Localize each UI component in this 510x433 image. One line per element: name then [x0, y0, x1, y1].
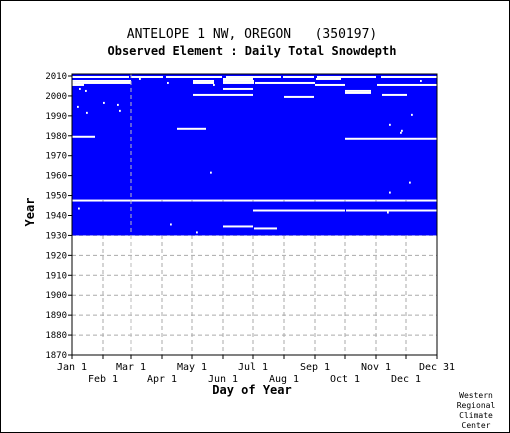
x-tick-label: Aug 1 — [269, 374, 299, 385]
missing-point — [210, 171, 212, 174]
y-tick-label: 1990 — [45, 112, 67, 122]
credit-line-4: Center — [462, 421, 491, 430]
x-tick-label: Dec 1 — [391, 374, 421, 385]
missing-segment — [72, 75, 129, 78]
credit-line-1: Western — [459, 391, 493, 400]
missing-segment — [193, 93, 253, 96]
missing-point — [85, 89, 87, 92]
y-tick-label: 1870 — [45, 351, 67, 361]
missing-segment — [283, 75, 314, 78]
missing-segment — [226, 75, 281, 78]
missing-segment — [345, 137, 437, 140]
credit-line-3: Climate — [459, 411, 493, 420]
missing-segment — [254, 227, 277, 230]
x-tick-label: Sep 1 — [300, 362, 330, 373]
missing-point — [401, 129, 403, 132]
missing-segment — [223, 225, 253, 228]
missing-segment — [223, 81, 254, 84]
plot-area: 1870 1880 1890 1900 1910 1920 1930 1940 1950 1960… — [45, 72, 455, 385]
missing-segment — [315, 83, 345, 86]
missing-segment — [193, 79, 214, 82]
x-tick-label: Nov 1 — [361, 362, 391, 373]
x-tick-label: Jan 1 — [57, 362, 87, 373]
chart-title: ANTELOPE 1 NW, OREGON (350197) — [127, 27, 377, 42]
x-tick-label: Oct 1 — [330, 374, 360, 385]
y-tick-label: 1950 — [45, 192, 67, 202]
missing-point — [79, 87, 81, 90]
x-tick-label: Jun 1 — [208, 374, 238, 385]
x-tick-label: Mar 1 — [116, 362, 146, 373]
plot-border — [71, 73, 438, 356]
missing-segment — [72, 83, 84, 86]
x-tick-label: Dec 31 — [419, 362, 455, 373]
missing-point — [409, 181, 411, 184]
missing-segment — [377, 83, 437, 86]
missing-point — [387, 211, 389, 214]
missing-point — [86, 111, 88, 114]
y-tick-label: 1940 — [45, 211, 67, 221]
missing-segment — [72, 81, 131, 84]
missing-segment — [193, 81, 214, 84]
y-tick-label: 1910 — [45, 271, 67, 281]
missing-segment — [166, 75, 222, 78]
x-tick-label: Apr 1 — [147, 374, 177, 385]
missing-point — [196, 231, 198, 234]
chart-subtitle: Observed Element : Daily Total Snowdepth — [108, 44, 397, 58]
y-tick-label: 1900 — [45, 291, 67, 301]
missing-segment — [255, 81, 315, 84]
missing-segment — [316, 77, 341, 80]
missing-point — [167, 81, 169, 84]
credit-line-2: Regional — [457, 401, 496, 410]
missing-segment — [223, 87, 253, 90]
y-tick-label: 1890 — [45, 311, 67, 321]
missing-segment — [345, 91, 371, 94]
missing-point — [139, 77, 141, 80]
missing-segment — [317, 75, 376, 78]
missing-segment — [223, 77, 253, 80]
missing-point — [389, 191, 391, 194]
credit-block: Western Regional Climate Center — [457, 391, 496, 430]
y-tick-label: 1960 — [45, 172, 67, 182]
missing-segment — [72, 135, 95, 138]
missing-point — [117, 103, 119, 106]
missing-segment — [131, 75, 163, 78]
y-tick-label: 2000 — [45, 92, 67, 102]
missing-segment — [177, 127, 206, 130]
y-tick-label: 1980 — [45, 132, 67, 142]
observed-block — [72, 74, 437, 200]
missing-segment — [253, 209, 345, 212]
missing-segment — [223, 79, 254, 82]
y-tick-label: 1880 — [45, 331, 67, 341]
x-axis-label: Day of Year — [212, 383, 291, 397]
missing-point — [119, 109, 121, 112]
y-tick-label: 1920 — [45, 251, 67, 261]
y-tick-label: 2010 — [45, 72, 67, 82]
missing-point — [400, 131, 402, 134]
missing-point — [78, 207, 80, 210]
missing-point — [103, 101, 105, 104]
missing-point — [213, 83, 215, 86]
missing-point — [77, 105, 79, 108]
missing-segment — [382, 93, 407, 96]
missing-point — [170, 223, 172, 226]
x-tick-label: Feb 1 — [88, 374, 118, 385]
missing-point — [411, 113, 413, 116]
missing-segment — [345, 89, 371, 92]
y-axis-label: Year — [23, 198, 37, 227]
missing-point — [420, 79, 422, 82]
missing-segment — [381, 75, 437, 78]
y-tick-label: 1970 — [45, 152, 67, 162]
missing-segment — [284, 95, 314, 98]
missing-segment — [72, 79, 131, 82]
missing-segment — [346, 209, 437, 212]
observed-block — [72, 201, 437, 236]
x-tick-label: May 1 — [177, 362, 207, 373]
y-tick-label: 1930 — [45, 231, 67, 241]
x-tick-label: Jul 1 — [238, 362, 268, 373]
missing-point — [389, 123, 391, 126]
